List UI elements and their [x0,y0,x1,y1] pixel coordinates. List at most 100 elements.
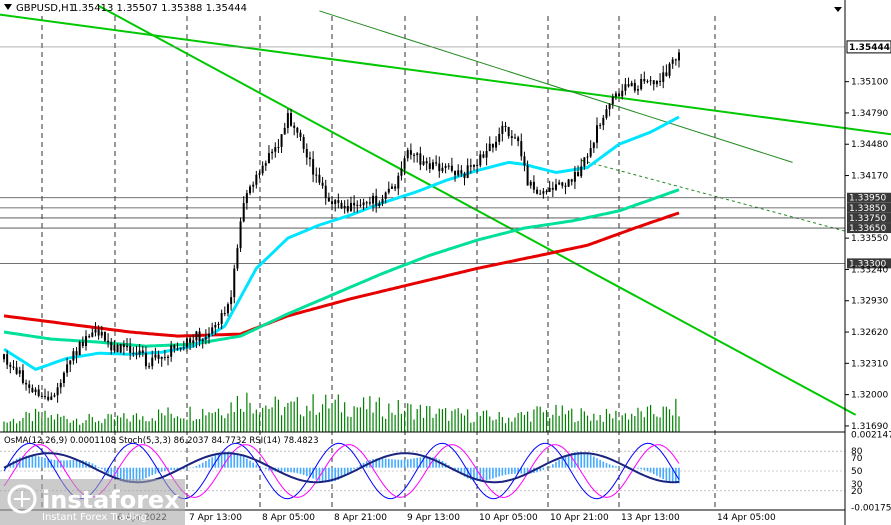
candle-body [100,331,103,336]
level-box [847,202,891,213]
candle-body [293,125,296,128]
candle-body [545,191,548,193]
candle-body [252,184,255,187]
candle-body [463,173,466,178]
candle-body [144,352,147,367]
candle-body [242,203,245,222]
candle-body [3,354,5,360]
candle-body [558,182,561,185]
moving-averages [3,115,680,372]
candle-body [283,127,286,135]
candle-body [472,164,475,167]
candle-body [491,143,494,148]
candle-body [233,268,236,298]
candle-body [649,80,652,82]
candle-body [495,141,498,148]
candle-body [47,396,50,400]
candle-body [15,367,18,374]
candle-body [498,133,501,142]
candle-body [678,52,680,61]
candle-body [18,370,21,374]
candle-body [189,338,192,343]
candle-body [577,171,580,177]
candle-body [394,186,397,189]
candle-body [384,192,387,199]
candle-body [122,344,125,348]
candle-body [315,174,318,176]
candle-body [671,59,674,64]
chart-header: GBPUSD,H1 1.35413 1.35507 1.35388 1.3544… [4,3,842,14]
chart-menu-icon[interactable] [834,7,842,12]
candle-body [523,156,526,166]
x-tick-label: 7 Apr 13:00 [189,513,242,523]
stoch-main-line [3,442,680,500]
candle-body [176,348,179,350]
candle-body [611,96,614,105]
candle-body [56,387,59,396]
candle-body [520,141,523,157]
candle-body [318,174,321,183]
candle-body [665,72,668,76]
candle-body [78,342,81,356]
candle-body [551,187,554,190]
candle-body [135,353,138,355]
current-price-box [846,40,891,54]
candle-body [482,154,485,158]
candle-body [633,82,636,91]
candle-body [583,157,586,167]
candle-body [362,202,365,206]
price-candles [3,49,680,403]
candle-body [488,143,491,151]
candle-body [230,297,233,305]
candle-body [226,304,229,314]
candle-body [185,338,188,348]
candle-body [340,202,343,209]
stoch-signal-line [3,444,680,498]
candle-body [110,342,113,351]
trend-channel-lines [0,5,891,416]
indicator-tick-label: 0.0021470 [851,431,891,441]
candle-body [223,313,226,315]
candle-body [40,395,43,397]
candle-body [201,339,204,342]
candle-body [321,182,324,186]
candle-body [438,163,441,172]
symbol-dropdown-icon[interactable] [4,4,12,10]
candle-body [75,351,78,356]
candle-body [220,313,223,324]
candle-body [539,193,542,195]
level-label: 1.33300 [849,259,886,269]
candle-body [580,166,583,177]
candle-body [416,153,419,156]
candle-body [94,329,97,333]
candle-body [53,395,56,397]
y-tick-label: 1.32930 [851,297,888,307]
channel-line [0,13,891,136]
candle-body [236,248,239,269]
current-price-label: 1.35444 [849,43,890,53]
candle-body [88,336,91,338]
candle-body [264,163,267,166]
level-label: 1.33850 [849,204,886,214]
candle-body [141,350,144,353]
candle-body [211,327,214,334]
candle-body [6,354,9,365]
candle-body [390,186,393,189]
candle-body [368,202,371,204]
candle-body [602,117,605,126]
candle-body [302,137,305,149]
candle-body [406,150,409,159]
candle-body [217,323,220,325]
indicator-rsi-tick-label: 30 [851,480,863,490]
candle-body [21,370,24,383]
candle-body [103,331,106,341]
candle-body [208,333,211,338]
candle-body [163,357,166,359]
candle-body [132,352,135,354]
candle-body [592,142,595,149]
candle-body [50,396,53,400]
candle-body [668,63,671,76]
candle-body [66,364,69,373]
candle-body [356,204,359,206]
